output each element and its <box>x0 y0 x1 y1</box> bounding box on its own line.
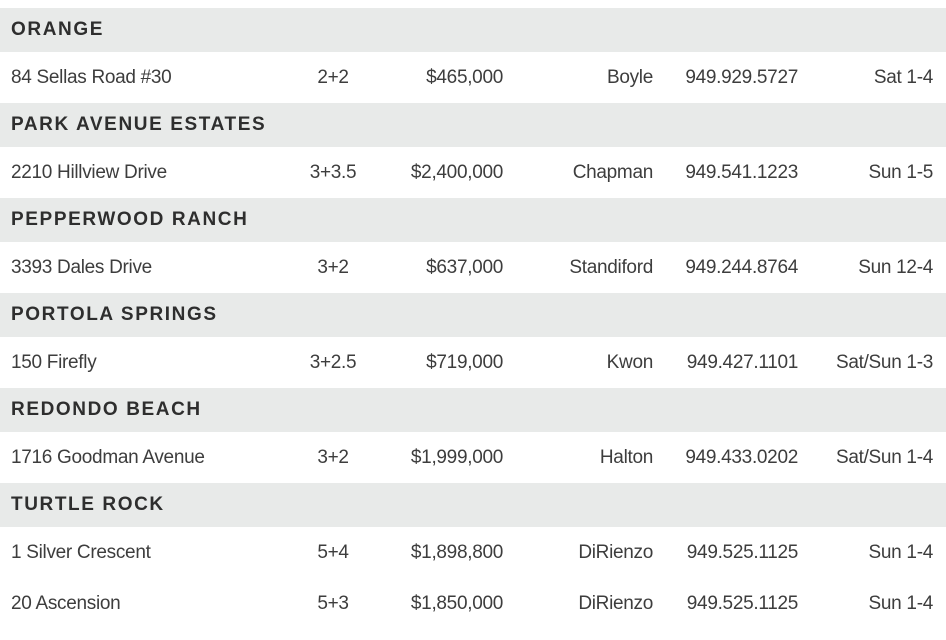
section-title: REDONDO BEACH <box>11 399 202 420</box>
section-title: PEPPERWOOD RANCH <box>11 209 249 230</box>
section-header-turtle-rock: TURTLE ROCK <box>0 483 946 527</box>
listing-section-pepperwood-ranch: PEPPERWOOD RANCH 3393 Dales Drive 3+2 $6… <box>0 198 946 293</box>
address-cell: 1716 Goodman Avenue <box>11 446 205 468</box>
section-header-park-avenue-estates: PARK AVENUE ESTATES <box>0 103 946 147</box>
section-title: PORTOLA SPRINGS <box>11 304 218 325</box>
time-cell: Sat/Sun 1-3 <box>835 351 933 373</box>
beds-baths-cell: 5+3 <box>317 592 349 614</box>
section-header-pepperwood-ranch: PEPPERWOOD RANCH <box>0 198 946 242</box>
section-title: PARK AVENUE ESTATES <box>11 114 267 135</box>
address-cell: 1 Silver Crescent <box>11 541 151 563</box>
time-cell: Sat 1-4 <box>873 66 933 88</box>
time-cell: Sat/Sun 1-4 <box>835 446 933 468</box>
phone-cell: 949.525.1125 <box>686 541 799 563</box>
section-title: TURTLE ROCK <box>11 494 165 515</box>
listing-row: 84 Sellas Road #30 2+2 $465,000 Boyle 94… <box>0 52 946 103</box>
beds-baths-cell: 3+2.5 <box>309 351 357 373</box>
agent-cell: Halton <box>599 446 653 468</box>
section-header-orange: ORANGE <box>0 8 946 52</box>
beds-baths-cell: 2+2 <box>317 66 349 88</box>
listing-row: 3393 Dales Drive 3+2 $637,000 Standiford… <box>0 242 946 293</box>
listing-row: 1716 Goodman Avenue 3+2 $1,999,000 Halto… <box>0 432 946 483</box>
phone-cell: 949.541.1223 <box>685 161 798 183</box>
listing-section-orange: ORANGE 84 Sellas Road #30 2+2 $465,000 B… <box>0 8 946 103</box>
listing-section-park-avenue-estates: PARK AVENUE ESTATES 2210 Hillview Drive … <box>0 103 946 198</box>
price-cell: $2,400,000 <box>410 161 503 183</box>
price-cell: $637,000 <box>426 256 503 278</box>
agent-cell: Kwon <box>606 351 654 373</box>
price-cell: $1,999,000 <box>410 446 503 468</box>
beds-baths-cell: 3+3.5 <box>309 161 357 183</box>
price-cell: $719,000 <box>426 351 503 373</box>
address-cell: 3393 Dales Drive <box>11 256 152 278</box>
listing-row: 150 Firefly 3+2.5 $719,000 Kwon 949.427.… <box>0 337 946 388</box>
listing-section-portola-springs: PORTOLA SPRINGS 150 Firefly 3+2.5 $719,0… <box>0 293 946 388</box>
beds-baths-cell: 3+2 <box>317 446 349 468</box>
phone-cell: 949.427.1101 <box>686 351 799 373</box>
section-title: ORANGE <box>11 19 104 40</box>
agent-cell: Boyle <box>606 66 653 88</box>
section-header-redondo-beach: REDONDO BEACH <box>0 388 946 432</box>
address-cell: 2210 Hillview Drive <box>11 161 167 183</box>
agent-cell: DiRienzo <box>578 541 653 563</box>
address-cell: 20 Ascension <box>11 592 121 614</box>
price-cell: $1,850,000 <box>410 592 503 614</box>
address-cell: 150 Firefly <box>11 351 97 373</box>
listing-row: 1 Silver Crescent 5+4 $1,898,800 DiRienz… <box>0 527 946 578</box>
time-cell: Sun 12-4 <box>858 256 933 278</box>
beds-baths-cell: 3+2 <box>317 256 349 278</box>
price-cell: $465,000 <box>426 66 503 88</box>
agent-cell: DiRienzo <box>578 592 653 614</box>
listing-row: 2210 Hillview Drive 3+3.5 $2,400,000 Cha… <box>0 147 946 198</box>
section-header-portola-springs: PORTOLA SPRINGS <box>0 293 946 337</box>
address-cell: 84 Sellas Road #30 <box>11 66 172 88</box>
listing-section-redondo-beach: REDONDO BEACH 1716 Goodman Avenue 3+2 $1… <box>0 388 946 483</box>
price-cell: $1,898,800 <box>410 541 503 563</box>
phone-cell: 949.433.0202 <box>685 446 798 468</box>
time-cell: Sun 1-5 <box>868 161 934 183</box>
time-cell: Sun 1-4 <box>868 592 934 614</box>
time-cell: Sun 1-4 <box>868 541 934 563</box>
listing-section-turtle-rock: TURTLE ROCK 1 Silver Crescent 5+4 $1,898… <box>0 483 946 629</box>
agent-cell: Standiford <box>569 256 653 278</box>
beds-baths-cell: 5+4 <box>317 541 349 563</box>
agent-cell: Chapman <box>572 161 654 183</box>
phone-cell: 949.929.5727 <box>685 66 798 88</box>
phone-cell: 949.244.8764 <box>685 256 798 278</box>
phone-cell: 949.525.1125 <box>686 592 799 614</box>
listing-row: 20 Ascension 5+3 $1,850,000 DiRienzo 949… <box>0 578 946 629</box>
